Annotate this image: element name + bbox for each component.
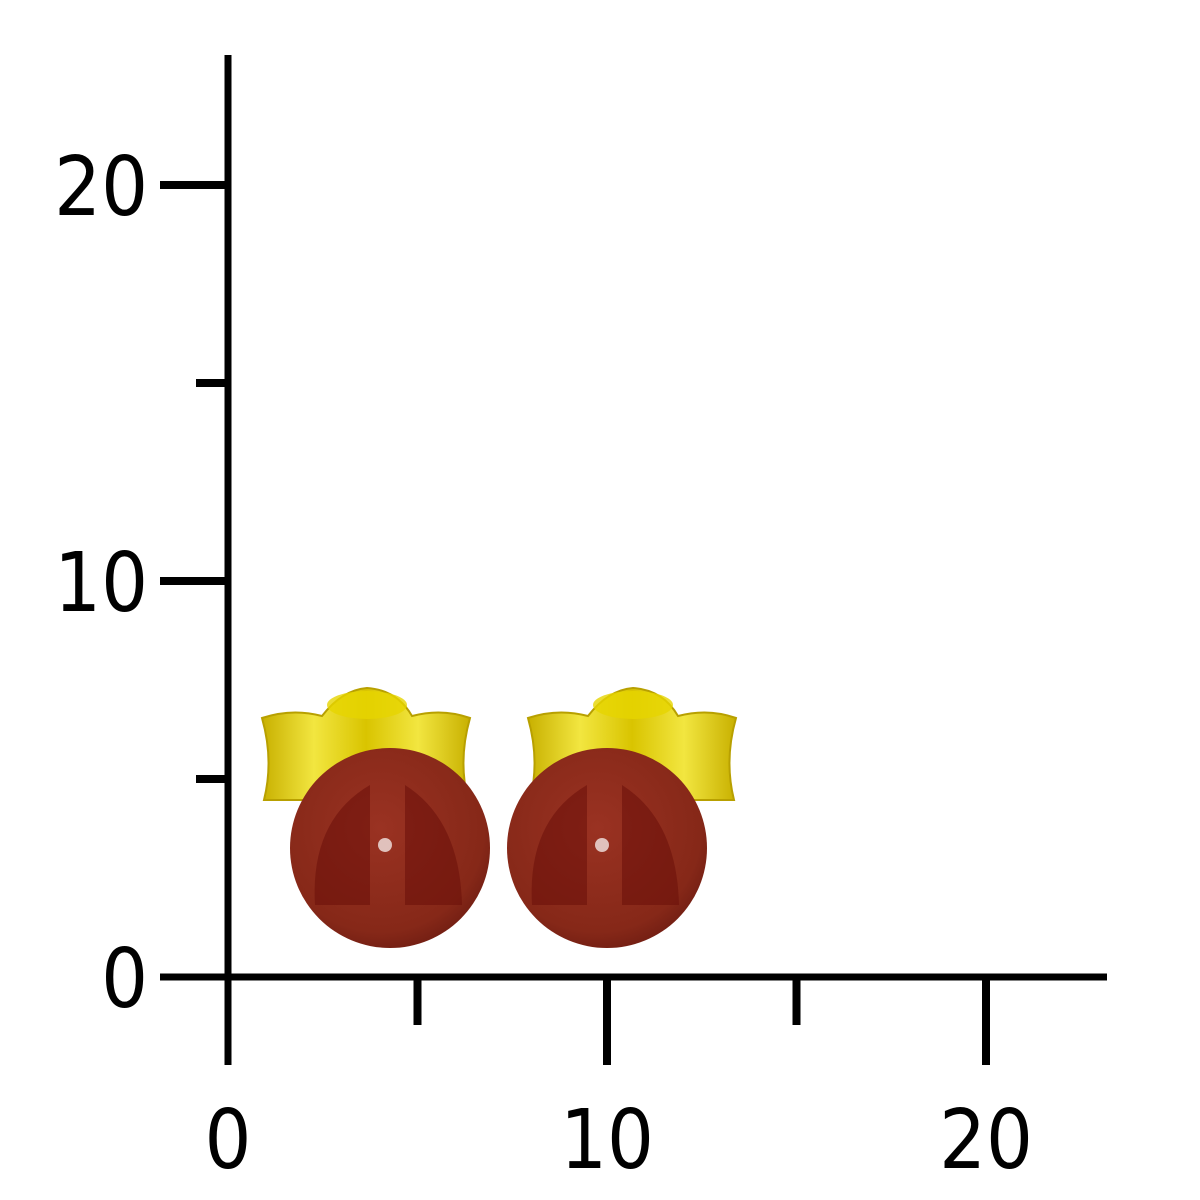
stud-earring [260,686,490,948]
bead-glint [595,838,609,852]
back-highlight [327,691,407,719]
bead-glint [378,838,392,852]
stud-earring [507,686,738,948]
bead-reflection [622,785,679,905]
y-tick-label: 10 [54,536,148,631]
back-highlight [593,691,673,719]
bead-reflection [531,785,587,905]
y-tick-label: 20 [54,140,148,235]
x-tick-label: 20 [939,1093,1033,1188]
bead-reflection [405,785,462,905]
earring-pair [260,686,738,948]
y-tick-label: 0 [101,932,148,1027]
bead-reflection [314,785,370,905]
x-tick-label: 10 [560,1093,654,1188]
measurement-scale: 0 10 20 0 10 20 [54,55,1107,1188]
x-tick-label: 0 [205,1093,252,1188]
